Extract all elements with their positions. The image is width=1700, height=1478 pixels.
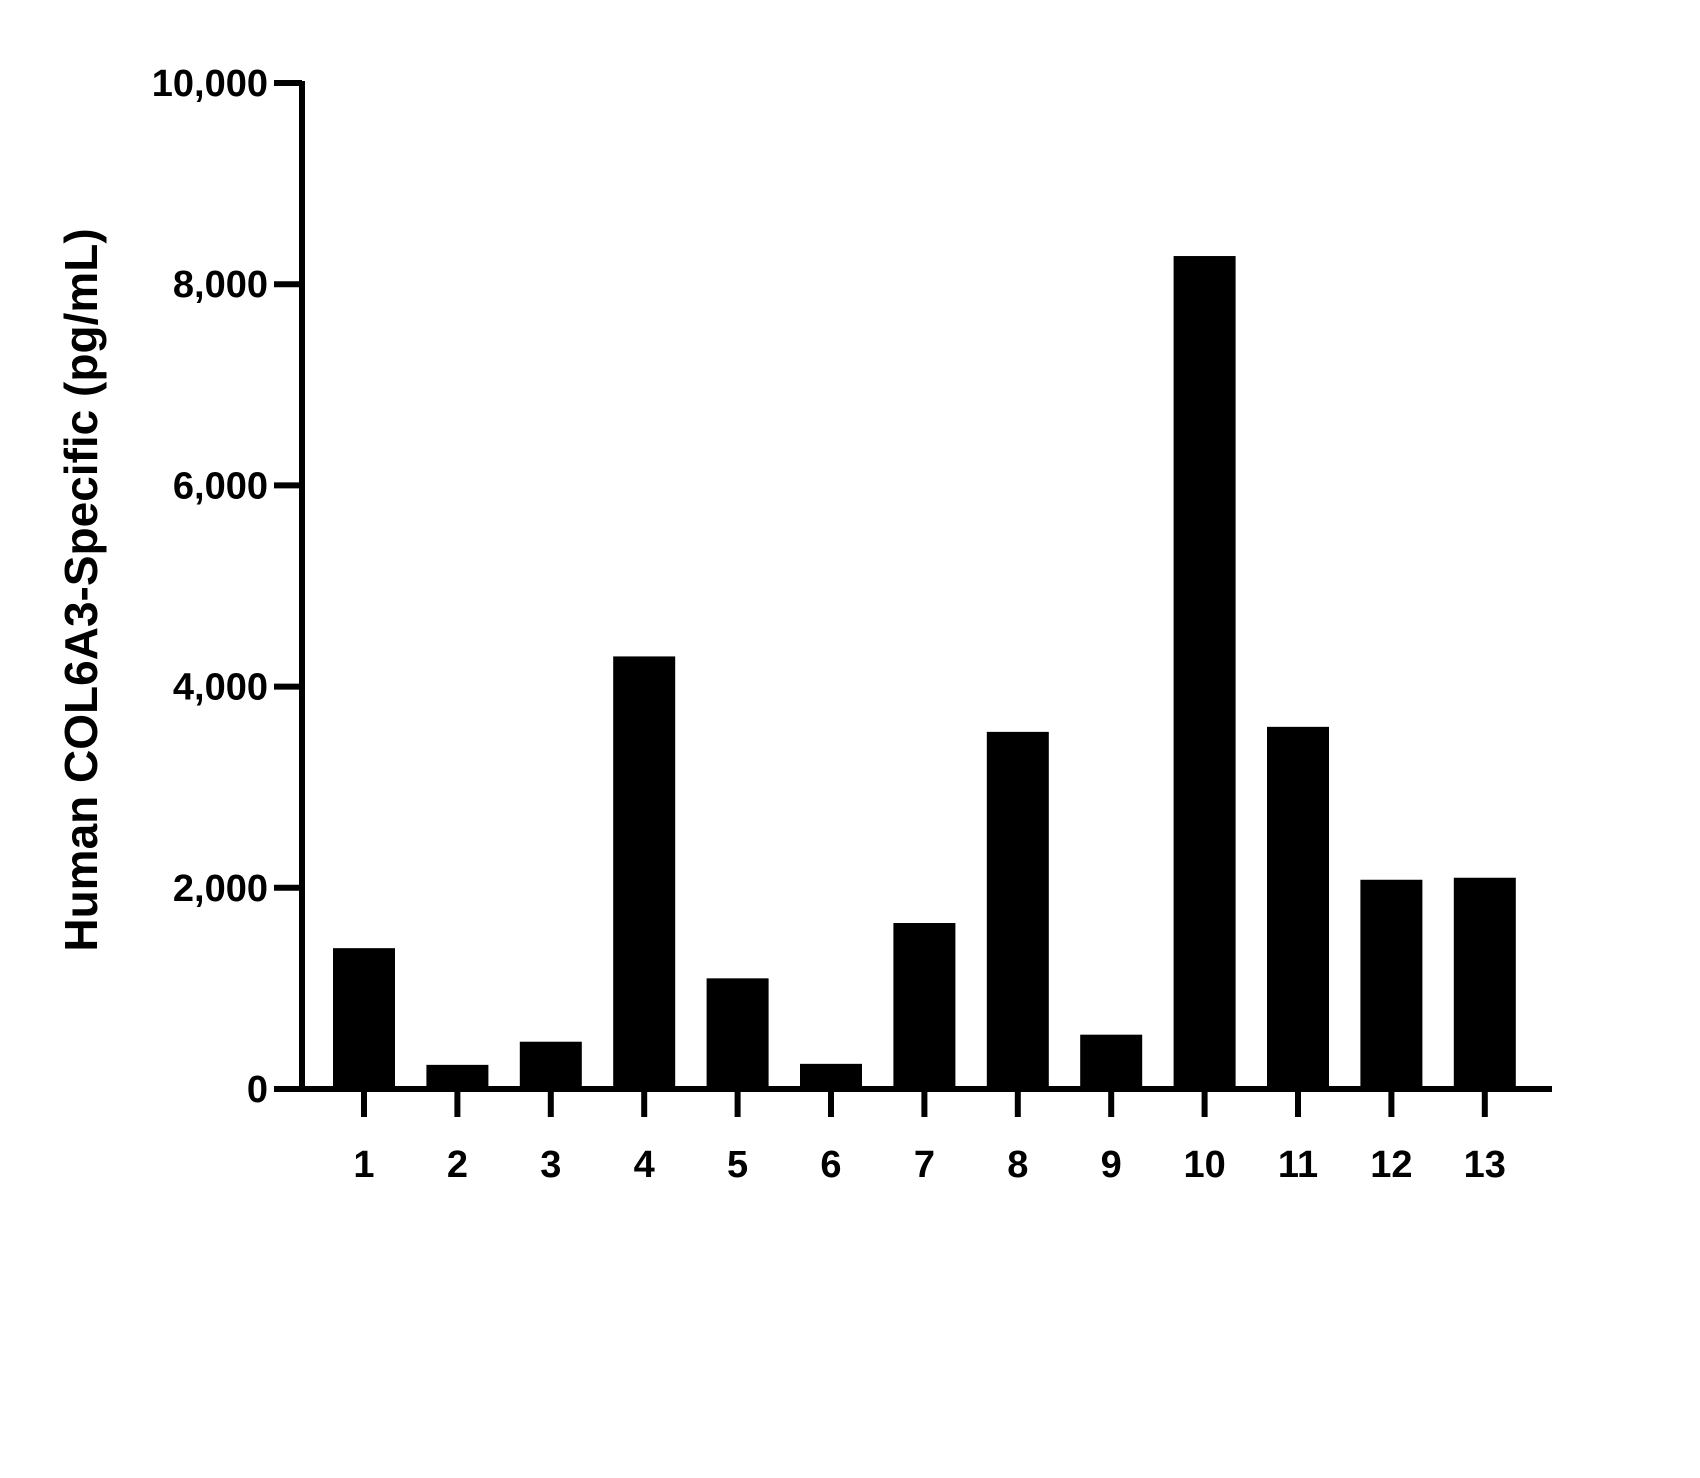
bar-13	[1453, 877, 1516, 1089]
bar-12	[1360, 879, 1423, 1089]
y-tick-label: 0	[247, 1069, 268, 1111]
bar-3	[519, 1041, 582, 1089]
y-tick-label: 2,000	[173, 868, 268, 910]
x-tick-label: 3	[540, 1144, 561, 1186]
bar-7	[893, 923, 956, 1089]
bar-5	[706, 978, 769, 1089]
x-tick-label: 2	[447, 1144, 468, 1186]
bars	[333, 256, 1516, 1090]
bar-9	[1080, 1034, 1143, 1089]
bar-2	[426, 1064, 489, 1089]
bar-4	[613, 656, 676, 1089]
x-tick-label: 8	[1007, 1144, 1028, 1186]
bar-11	[1267, 726, 1329, 1089]
y-tick-label: 4,000	[173, 667, 268, 709]
x-tick-label: 1	[353, 1144, 374, 1186]
x-tick-label: 13	[1464, 1144, 1506, 1186]
y-axis: 0 2,000 4,000 6,000 8,000 10,000	[152, 63, 305, 1111]
x-tick-label: 6	[820, 1144, 841, 1186]
x-tick-label: 9	[1101, 1144, 1122, 1186]
x-tick-label: 12	[1370, 1144, 1412, 1186]
x-tick-label: 7	[914, 1144, 935, 1186]
y-tick-label: 6,000	[173, 465, 268, 507]
bar-8	[986, 731, 1049, 1089]
bar-10	[1173, 256, 1236, 1090]
x-axis: 1 2 3 4 5 6 7 8 9 10 11 12 13	[299, 1086, 1552, 1186]
x-tick-label: 4	[634, 1144, 655, 1186]
y-tick-label: 10,000	[152, 63, 268, 105]
bar-1	[333, 948, 395, 1089]
x-tick-label: 10	[1183, 1144, 1225, 1186]
bar-6	[800, 1063, 862, 1089]
x-tick-label: 11	[1278, 1144, 1318, 1186]
y-tick-label: 8,000	[173, 264, 268, 306]
y-axis-title: Human COL6A3-Specific (pg/mL)	[55, 228, 107, 951]
x-tick-label: 5	[727, 1144, 748, 1186]
